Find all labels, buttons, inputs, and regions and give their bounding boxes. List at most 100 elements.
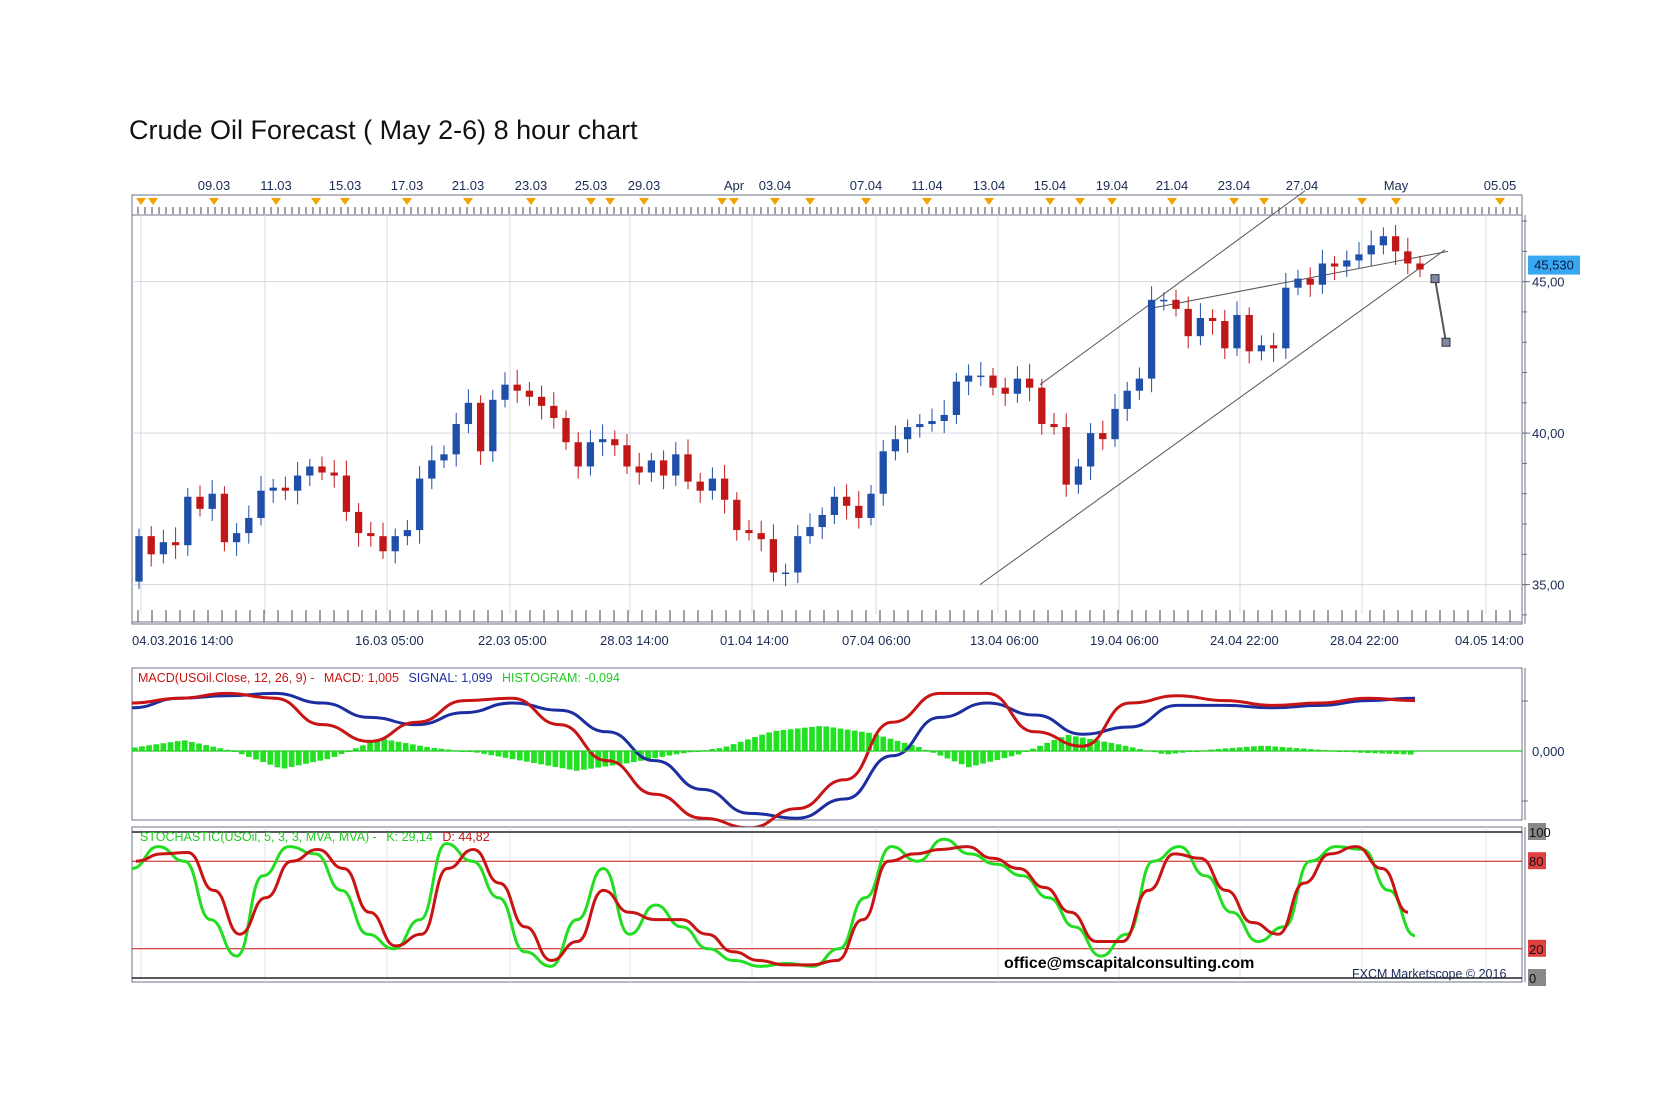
candle-body bbox=[513, 384, 521, 391]
macd-histogram-bar bbox=[1308, 749, 1314, 751]
macd-histogram-bar bbox=[474, 751, 480, 753]
projection bbox=[1430, 274, 1451, 347]
candle-body bbox=[550, 405, 558, 418]
page-title: Crude Oil Forecast ( May 2-6) 8 hour cha… bbox=[129, 115, 638, 145]
macd-histogram-bar bbox=[830, 727, 837, 751]
macd-legend-signal: SIGNAL: 1,099 bbox=[408, 671, 492, 685]
date-marker bbox=[1229, 198, 1239, 205]
macd-histogram-bar bbox=[495, 751, 502, 757]
macd-histogram-bar bbox=[965, 751, 972, 768]
macd-histogram-bar bbox=[516, 751, 523, 761]
candle-body bbox=[342, 475, 351, 512]
candle-body bbox=[489, 399, 497, 452]
projection-point bbox=[1441, 337, 1451, 347]
macd-histogram-bar bbox=[816, 726, 822, 751]
candle-body bbox=[1233, 314, 1241, 349]
macd-histogram-bar bbox=[652, 751, 659, 759]
macd-histogram-bar bbox=[1350, 751, 1357, 753]
macd-histogram-bar bbox=[1137, 748, 1143, 751]
macd-histogram-bar bbox=[402, 743, 409, 751]
macd-legend-hist: HISTOGRAM: -0,094 bbox=[502, 671, 620, 685]
candle-body bbox=[452, 424, 460, 455]
top-date-label: 25.03 bbox=[575, 178, 608, 193]
candle-body bbox=[1074, 466, 1083, 485]
macd-histogram-bar bbox=[623, 751, 630, 764]
macd-histogram-bar bbox=[139, 746, 145, 751]
date-marker bbox=[136, 198, 146, 205]
bottom-time-ticks bbox=[137, 610, 1511, 622]
candle-body bbox=[611, 439, 619, 446]
macd-histogram-bar bbox=[1072, 736, 1079, 751]
date-marker bbox=[639, 198, 649, 205]
candle-body bbox=[1062, 427, 1070, 485]
price-panel-frame bbox=[131, 214, 1523, 625]
macd-histogram-bar bbox=[1051, 739, 1058, 751]
date-marker bbox=[1357, 198, 1367, 205]
channel-upper-line bbox=[1039, 190, 1306, 386]
top-date-strip: 09.03 11.03 15.03 17.03 21.03 23.03 25.03 29.03… bbox=[131, 178, 1523, 216]
top-date-label: 07.04 bbox=[850, 178, 883, 193]
macd-histogram-bar bbox=[930, 751, 937, 753]
macd-histogram-bar bbox=[1407, 751, 1414, 755]
candle-body bbox=[1257, 345, 1266, 352]
macd-panel: 0,000 MACD(USOil.Close, 12, 26, 9) - MAC… bbox=[131, 667, 1565, 830]
candle-body bbox=[184, 496, 192, 546]
macd-histogram-bar bbox=[146, 745, 152, 751]
date-marker bbox=[340, 198, 350, 205]
candle-body bbox=[208, 493, 216, 509]
macd-histogram-bar bbox=[1293, 748, 1300, 751]
bottom-time-labels: 04.03.2016 14:00 16.03 05:00 22.03 05:00 28… bbox=[132, 633, 1524, 648]
candle-body bbox=[428, 460, 436, 479]
macd-histogram-bar bbox=[951, 751, 958, 762]
macd-histogram-bar bbox=[552, 751, 559, 767]
macd-histogram-bar bbox=[310, 751, 316, 763]
macd-histogram-bar bbox=[973, 751, 979, 766]
macd-histogram-bar bbox=[680, 751, 687, 754]
date-marker bbox=[1297, 198, 1307, 205]
macd-histogram-bar bbox=[666, 751, 673, 756]
bottom-time-label: 13.04 06:00 bbox=[970, 633, 1039, 648]
macd-histogram-bar bbox=[1251, 746, 1257, 751]
macd-histogram-bar bbox=[773, 730, 780, 751]
candle-body bbox=[708, 478, 717, 491]
candle-body bbox=[806, 527, 814, 537]
macd-histogram-bar bbox=[709, 749, 716, 751]
macd-histogram-bar bbox=[908, 744, 915, 751]
macd-histogram-bar bbox=[174, 741, 181, 751]
macd-histogram bbox=[132, 726, 1414, 771]
projection-point bbox=[1430, 274, 1440, 284]
macd-histogram-bar bbox=[509, 751, 516, 760]
stochastic-legend-k: K: 29,14 bbox=[386, 830, 433, 844]
date-marker bbox=[271, 198, 281, 205]
candle-body bbox=[415, 478, 424, 531]
macd-histogram-bar bbox=[531, 751, 537, 764]
macd-histogram-bar bbox=[659, 751, 666, 757]
macd-histogram-bar bbox=[324, 751, 331, 760]
macd-histogram-bar bbox=[809, 726, 815, 751]
date-marker bbox=[717, 198, 727, 205]
macd-histogram-bar bbox=[723, 746, 730, 751]
candle-body bbox=[257, 490, 265, 518]
candle-body bbox=[1123, 390, 1131, 409]
macd-histogram-bar bbox=[730, 744, 737, 751]
macd-histogram-bar bbox=[381, 739, 388, 751]
macd-histogram-bar bbox=[1101, 741, 1108, 751]
candle-body bbox=[635, 466, 643, 473]
macd-histogram-bar bbox=[1379, 751, 1386, 754]
macd-histogram-bar bbox=[352, 748, 359, 751]
macd-histogram-bar bbox=[1108, 742, 1115, 751]
candle-body bbox=[1172, 299, 1180, 309]
stochastic-legend-d: D: 44,82 bbox=[442, 830, 489, 844]
macd-histogram-bar bbox=[317, 751, 324, 761]
macd-histogram-bar bbox=[409, 744, 416, 751]
candle-body bbox=[867, 493, 875, 518]
candle-body bbox=[891, 439, 900, 452]
macd-histogram-bar bbox=[1115, 744, 1122, 751]
date-marker bbox=[1075, 198, 1085, 205]
macd-line bbox=[131, 691, 1416, 830]
macd-histogram-bar bbox=[787, 729, 794, 751]
date-marker bbox=[922, 198, 932, 205]
macd-histogram-bar bbox=[203, 745, 209, 751]
macd-histogram-bar bbox=[303, 751, 309, 764]
